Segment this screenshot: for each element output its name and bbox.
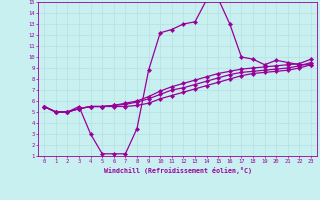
X-axis label: Windchill (Refroidissement éolien,°C): Windchill (Refroidissement éolien,°C) [104, 167, 252, 174]
